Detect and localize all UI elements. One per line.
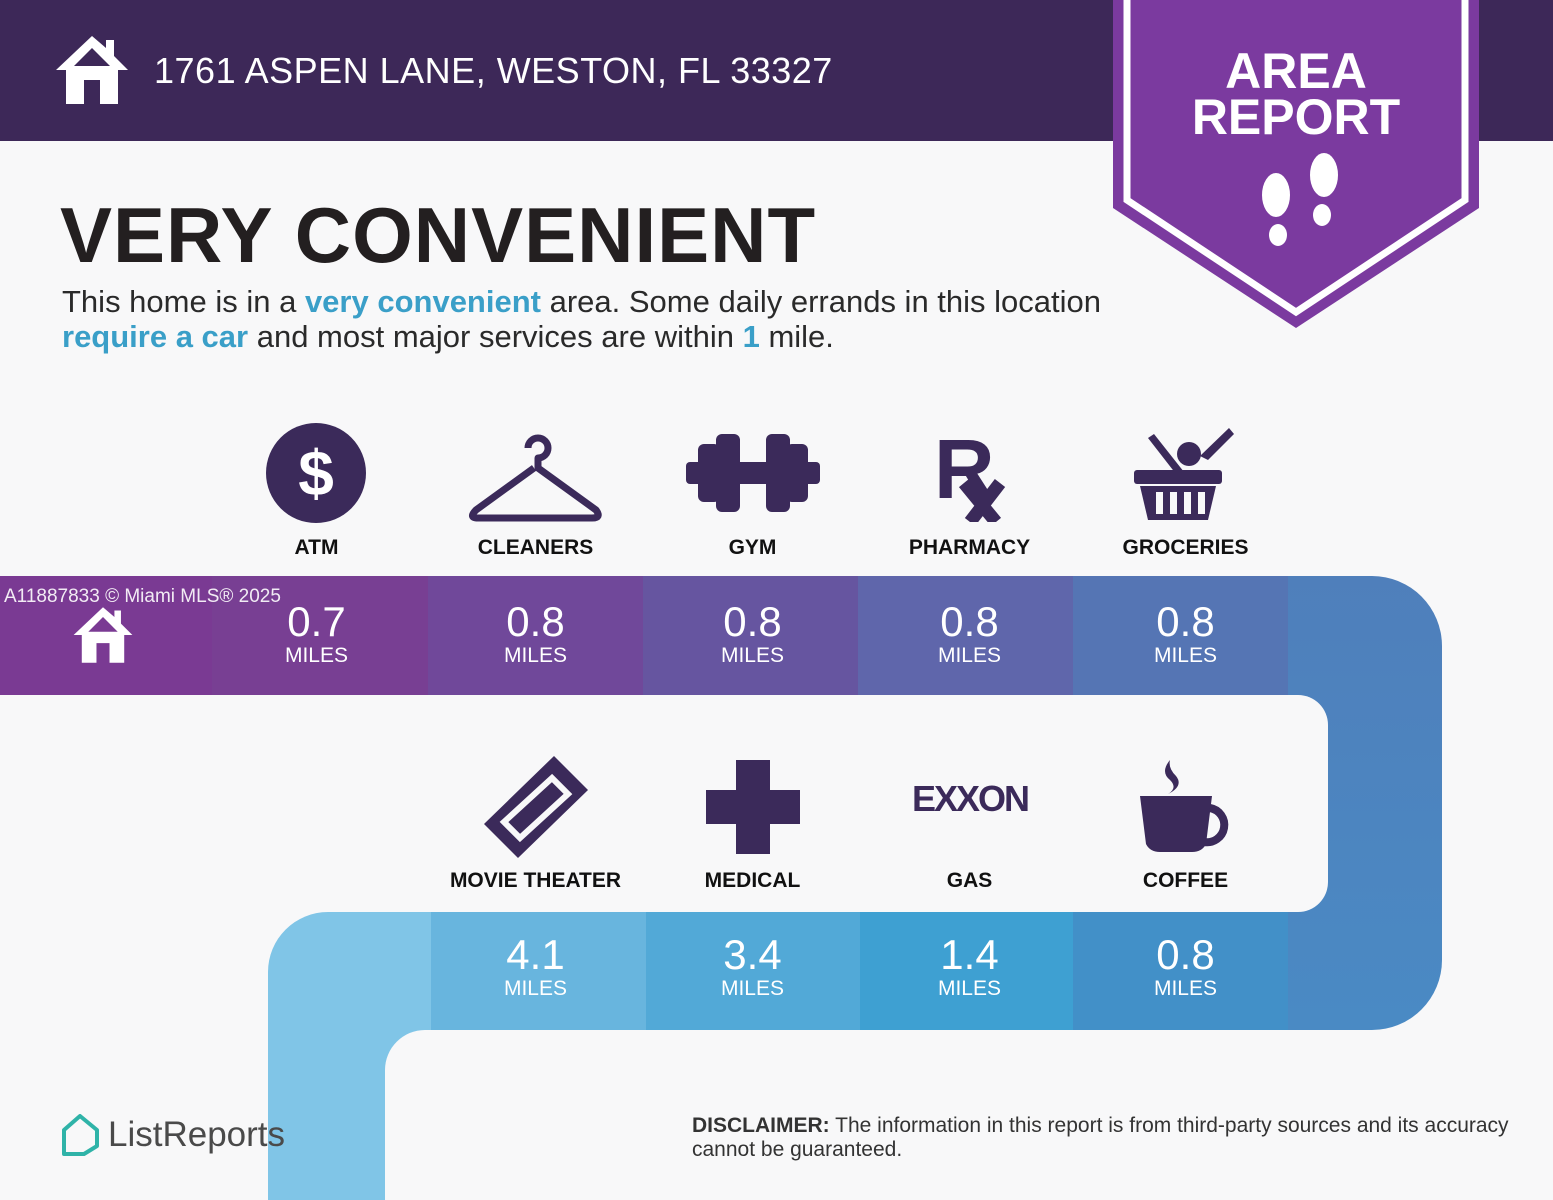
badge-line-2: REPORT xyxy=(1191,89,1401,145)
area-report-badge xyxy=(1113,0,1479,328)
cleaners-label: CLEANERS xyxy=(477,536,594,559)
coffee-icon xyxy=(1140,760,1229,852)
atm-label: ATM xyxy=(294,536,339,559)
summary-text: This home is in a very convenient area. … xyxy=(62,284,1101,354)
gym-distance: 0.8 MILES xyxy=(720,598,785,668)
atm-distance: 0.7 MILES xyxy=(284,598,349,668)
gas-label: GAS xyxy=(946,869,993,892)
pharmacy-label: PHARMACY xyxy=(908,536,1031,559)
listreports-logo-icon xyxy=(62,1114,99,1156)
home-icon xyxy=(56,36,128,104)
gym-label: GYM xyxy=(728,536,777,559)
cross-icon xyxy=(706,760,800,854)
ticket-icon xyxy=(484,756,588,858)
rx-icon: R xyxy=(934,428,1006,522)
coffee-label: COFFEE xyxy=(1142,869,1229,892)
listreports-logo: ListReports xyxy=(60,1114,285,1156)
cleaners-distance: 0.8 MILES xyxy=(503,598,568,668)
groceries-label: GROCERIES xyxy=(1122,536,1249,559)
pharmacy-distance: 0.8 MILES xyxy=(937,598,1002,668)
svg-text:$: $ xyxy=(298,437,334,509)
badge-line-1: AREA xyxy=(1225,43,1367,99)
brand-name: ListReports xyxy=(108,1115,286,1154)
home-marker-icon xyxy=(73,607,133,663)
hanger-icon xyxy=(469,434,602,522)
movie-theater-distance: 4.1 MILES xyxy=(503,931,568,1001)
coffee-distance: 0.8 MILES xyxy=(1153,931,1218,1001)
movie-theater-label: MOVIE THEATER xyxy=(449,869,622,892)
property-address: 1761 ASPEN LANE, WESTON, FL 33327 xyxy=(154,50,833,91)
medical-distance: 3.4 MILES xyxy=(720,931,785,1001)
medical-label: MEDICAL xyxy=(704,869,801,892)
mls-watermark: A11887833 © Miami MLS® 2025 xyxy=(4,586,281,607)
gas-distance: 1.4 MILES xyxy=(937,931,1002,1001)
disclaimer: DISCLAIMER: The information in this repo… xyxy=(692,1114,1509,1161)
page-title: VERY CONVENIENT xyxy=(60,191,817,279)
groceries-distance: 0.8 MILES xyxy=(1153,598,1218,668)
dollar-icon: $ xyxy=(266,423,366,523)
footprints-icon xyxy=(1262,153,1338,246)
exxon-logo: EXXON xyxy=(912,778,1030,819)
basket-icon xyxy=(1134,428,1234,520)
dumbbell-icon xyxy=(686,434,820,512)
